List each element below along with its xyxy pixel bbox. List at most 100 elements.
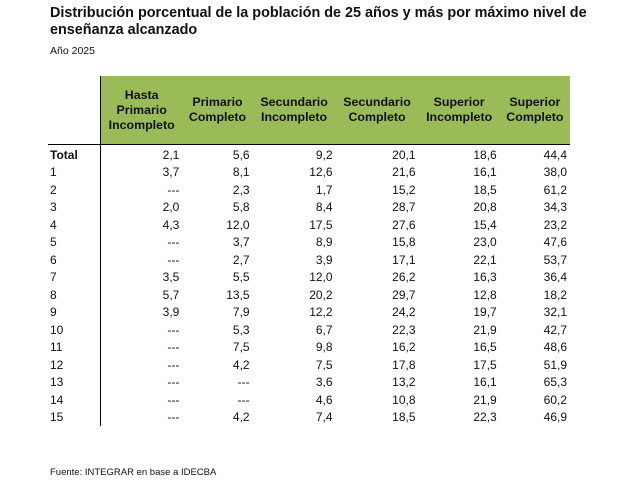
table-cell: 3,9 bbox=[162, 305, 180, 320]
table-cell: 42,7 bbox=[543, 322, 567, 337]
table-cell: 22,3 bbox=[473, 410, 497, 425]
table-cell: 7,5 bbox=[232, 340, 250, 355]
table-cell: 5,8 bbox=[232, 200, 250, 215]
table-cell: 5,5 bbox=[232, 270, 250, 285]
table-cell: 5,6 bbox=[232, 147, 250, 162]
table-cell: 9,8 bbox=[315, 340, 333, 355]
row-label: 6 bbox=[48, 251, 101, 269]
table-row: 12 --- 4,2 7,5 17,8 17,5 51,9 bbox=[48, 356, 570, 374]
table-cell: --- bbox=[167, 252, 180, 267]
table-cell: 13,2 bbox=[392, 375, 416, 390]
column-header: Superior Completo bbox=[499, 76, 570, 145]
table-cell: --- bbox=[167, 375, 180, 390]
table-cell: 23,2 bbox=[543, 217, 567, 232]
table-cell: 8,9 bbox=[315, 235, 333, 250]
table-cell: --- bbox=[167, 322, 180, 337]
source-note: Fuente: INTEGRAR en base a IDECBA bbox=[50, 467, 217, 478]
table-row: 7 3,5 5,5 12,0 26,2 16,3 36,4 bbox=[48, 268, 570, 286]
table-cell: 12,6 bbox=[309, 165, 333, 180]
table-cell: 16,1 bbox=[473, 375, 497, 390]
table-cell: 1,7 bbox=[315, 182, 333, 197]
table-cell: 47,6 bbox=[543, 235, 567, 250]
row-label: 11 bbox=[48, 338, 101, 356]
table-cell: --- bbox=[237, 392, 250, 407]
table-cell: 21,9 bbox=[473, 322, 497, 337]
table-cell: 12,0 bbox=[309, 270, 333, 285]
table-cell: 5,3 bbox=[232, 322, 250, 337]
table-cell: 22,1 bbox=[473, 252, 497, 267]
table-row: 8 5,7 13,5 20,2 29,7 12,8 18,2 bbox=[48, 286, 570, 304]
table-cell: 18,6 bbox=[473, 147, 497, 162]
table-cell: 2,0 bbox=[162, 200, 180, 215]
table-row: 11 --- 7,5 9,8 16,2 16,5 48,6 bbox=[48, 338, 570, 356]
table-cell: 65,3 bbox=[543, 375, 567, 390]
table-cell: 12,2 bbox=[309, 305, 333, 320]
table-row: 5 --- 3,7 8,9 15,8 23,0 47,6 bbox=[48, 233, 570, 251]
table-cell: 8,4 bbox=[315, 200, 333, 215]
table-row: 1 3,7 8,1 12,6 21,6 16,1 38,0 bbox=[48, 163, 570, 181]
row-label: 1 bbox=[48, 163, 101, 181]
table-cell: 17,5 bbox=[309, 217, 333, 232]
table-cell: 2,7 bbox=[232, 252, 250, 267]
table-cell: 2,3 bbox=[232, 182, 250, 197]
table-row: 9 3,9 7,9 12,2 24,2 19,7 32,1 bbox=[48, 303, 570, 321]
table-cell: --- bbox=[167, 340, 180, 355]
table-cell: 53,7 bbox=[543, 252, 567, 267]
table-cell: --- bbox=[237, 375, 250, 390]
table-row: Total 2,1 5,6 9,2 20,1 18,6 44,4 bbox=[48, 144, 570, 164]
table-row: 14 --- --- 4,6 10,8 21,9 60,2 bbox=[48, 391, 570, 409]
table-cell: 61,2 bbox=[543, 182, 567, 197]
column-header: Primario Completo bbox=[182, 76, 253, 145]
table-cell: --- bbox=[167, 392, 180, 407]
table-cell: 17,5 bbox=[473, 357, 497, 372]
table-cell: 22,3 bbox=[392, 322, 416, 337]
table-cell: 15,4 bbox=[473, 217, 497, 232]
table-cell: 38,0 bbox=[543, 165, 567, 180]
table-cell: 7,4 bbox=[315, 410, 333, 425]
header-corner bbox=[48, 76, 101, 145]
table-cell: 44,4 bbox=[543, 147, 567, 162]
table-cell: 21,6 bbox=[392, 165, 416, 180]
table-cell: 15,8 bbox=[392, 235, 416, 250]
table-cell: 29,7 bbox=[392, 287, 416, 302]
row-label: 2 bbox=[48, 181, 101, 199]
page-subtitle: Año 2025 bbox=[50, 45, 95, 57]
table-cell: --- bbox=[167, 410, 180, 425]
table-cell: 4,2 bbox=[232, 410, 250, 425]
table-cell: 18,5 bbox=[392, 410, 416, 425]
table-cell: 4,3 bbox=[162, 217, 180, 232]
row-label: 10 bbox=[48, 321, 101, 339]
table-cell: 15,2 bbox=[392, 182, 416, 197]
table-cell: --- bbox=[167, 182, 180, 197]
table-row: 13 --- --- 3,6 13,2 16,1 65,3 bbox=[48, 373, 570, 391]
table-cell: 26,2 bbox=[392, 270, 416, 285]
row-label: 12 bbox=[48, 356, 101, 374]
table-cell: 16,3 bbox=[473, 270, 497, 285]
table-cell: 3,7 bbox=[162, 165, 180, 180]
table-body: Total 2,1 5,6 9,2 20,1 18,6 44,4 1 3,7 8,1 12,6 21,… bbox=[48, 144, 570, 426]
table-cell: 16,5 bbox=[473, 340, 497, 355]
table-row: 10 --- 5,3 6,7 22,3 21,9 42,7 bbox=[48, 321, 570, 339]
header-row: Hasta Primario Incompleto Primario Completo… bbox=[48, 76, 570, 145]
row-label: 15 bbox=[48, 408, 101, 426]
table-cell: 5,7 bbox=[162, 287, 180, 302]
row-label: 13 bbox=[48, 373, 101, 391]
table-cell: 10,8 bbox=[392, 392, 416, 407]
column-header: Secundario Completo bbox=[335, 76, 419, 145]
table-cell: 36,4 bbox=[543, 270, 567, 285]
table-cell: 32,1 bbox=[543, 305, 567, 320]
table-cell: --- bbox=[167, 357, 180, 372]
table-cell: 17,1 bbox=[392, 252, 416, 267]
table-cell: 12,0 bbox=[226, 217, 250, 232]
table-cell: 7,5 bbox=[315, 357, 333, 372]
table-cell: 3,7 bbox=[232, 235, 250, 250]
table-cell: 46,9 bbox=[543, 410, 567, 425]
row-label: 9 bbox=[48, 303, 101, 321]
table-cell: --- bbox=[167, 235, 180, 250]
table-row: 3 2,0 5,8 8,4 28,7 20,8 34,3 bbox=[48, 198, 570, 216]
table-row: 6 --- 2,7 3,9 17,1 22,1 53,7 bbox=[48, 251, 570, 269]
table-cell: 8,1 bbox=[232, 165, 250, 180]
table-cell: 6,7 bbox=[315, 322, 333, 337]
table-cell: 7,9 bbox=[232, 305, 250, 320]
row-label: 7 bbox=[48, 268, 101, 286]
